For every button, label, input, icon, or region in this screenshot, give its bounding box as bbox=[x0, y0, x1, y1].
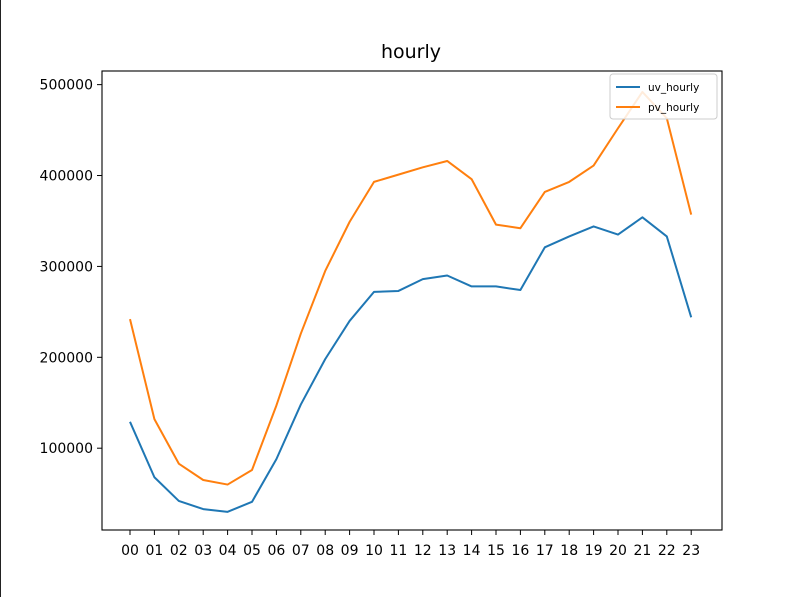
x-tick-label: 21 bbox=[633, 543, 651, 559]
legend-label-uv_hourly: uv_hourly bbox=[648, 82, 699, 94]
x-tick-label: 13 bbox=[438, 543, 456, 559]
x-tick-label: 10 bbox=[365, 543, 383, 559]
x-tick-label: 11 bbox=[389, 543, 407, 559]
x-tick-label: 06 bbox=[267, 543, 285, 559]
x-tick-label: 05 bbox=[243, 543, 261, 559]
x-tick-label: 16 bbox=[511, 543, 529, 559]
x-tick-label: 02 bbox=[170, 543, 188, 559]
y-tick-label: 400000 bbox=[40, 169, 93, 185]
x-tick-label: 03 bbox=[194, 543, 212, 559]
x-tick-label: 00 bbox=[121, 543, 139, 559]
series-layer bbox=[129, 90, 693, 513]
y-tick-label: 100000 bbox=[40, 441, 93, 457]
x-tick-label: 14 bbox=[463, 543, 481, 559]
y-tick-label: 500000 bbox=[40, 78, 93, 94]
x-tick-label: 12 bbox=[414, 543, 432, 559]
x-tick-label: 22 bbox=[658, 543, 676, 559]
x-tick-label: 08 bbox=[316, 543, 334, 559]
x-tick-label: 17 bbox=[536, 543, 554, 559]
x-tick-label: 07 bbox=[292, 543, 310, 559]
plot-frame bbox=[101, 70, 723, 531]
legend: uv_hourly pv_hourly bbox=[609, 73, 718, 120]
x-tick-label: 04 bbox=[219, 543, 237, 559]
chart-title: hourly bbox=[381, 41, 441, 63]
y-tick-label: 200000 bbox=[40, 350, 93, 366]
x-tick-label: 18 bbox=[560, 543, 578, 559]
x-tick-label: 01 bbox=[145, 543, 163, 559]
x-tick-label: 19 bbox=[585, 543, 603, 559]
axis-layer: 100000 200000 300000 400000 500000 00 01 02 03 04… bbox=[40, 70, 723, 559]
series-line-pv_hourly bbox=[129, 90, 693, 486]
x-tick-label: 20 bbox=[609, 543, 627, 559]
x-tick-label: 15 bbox=[487, 543, 505, 559]
x-tick-label: 09 bbox=[341, 543, 359, 559]
x-tick-label: 23 bbox=[682, 543, 700, 559]
legend-label-pv_hourly: pv_hourly bbox=[648, 102, 699, 114]
y-tick-label: 300000 bbox=[40, 259, 93, 275]
series-line-uv_hourly bbox=[129, 216, 693, 513]
